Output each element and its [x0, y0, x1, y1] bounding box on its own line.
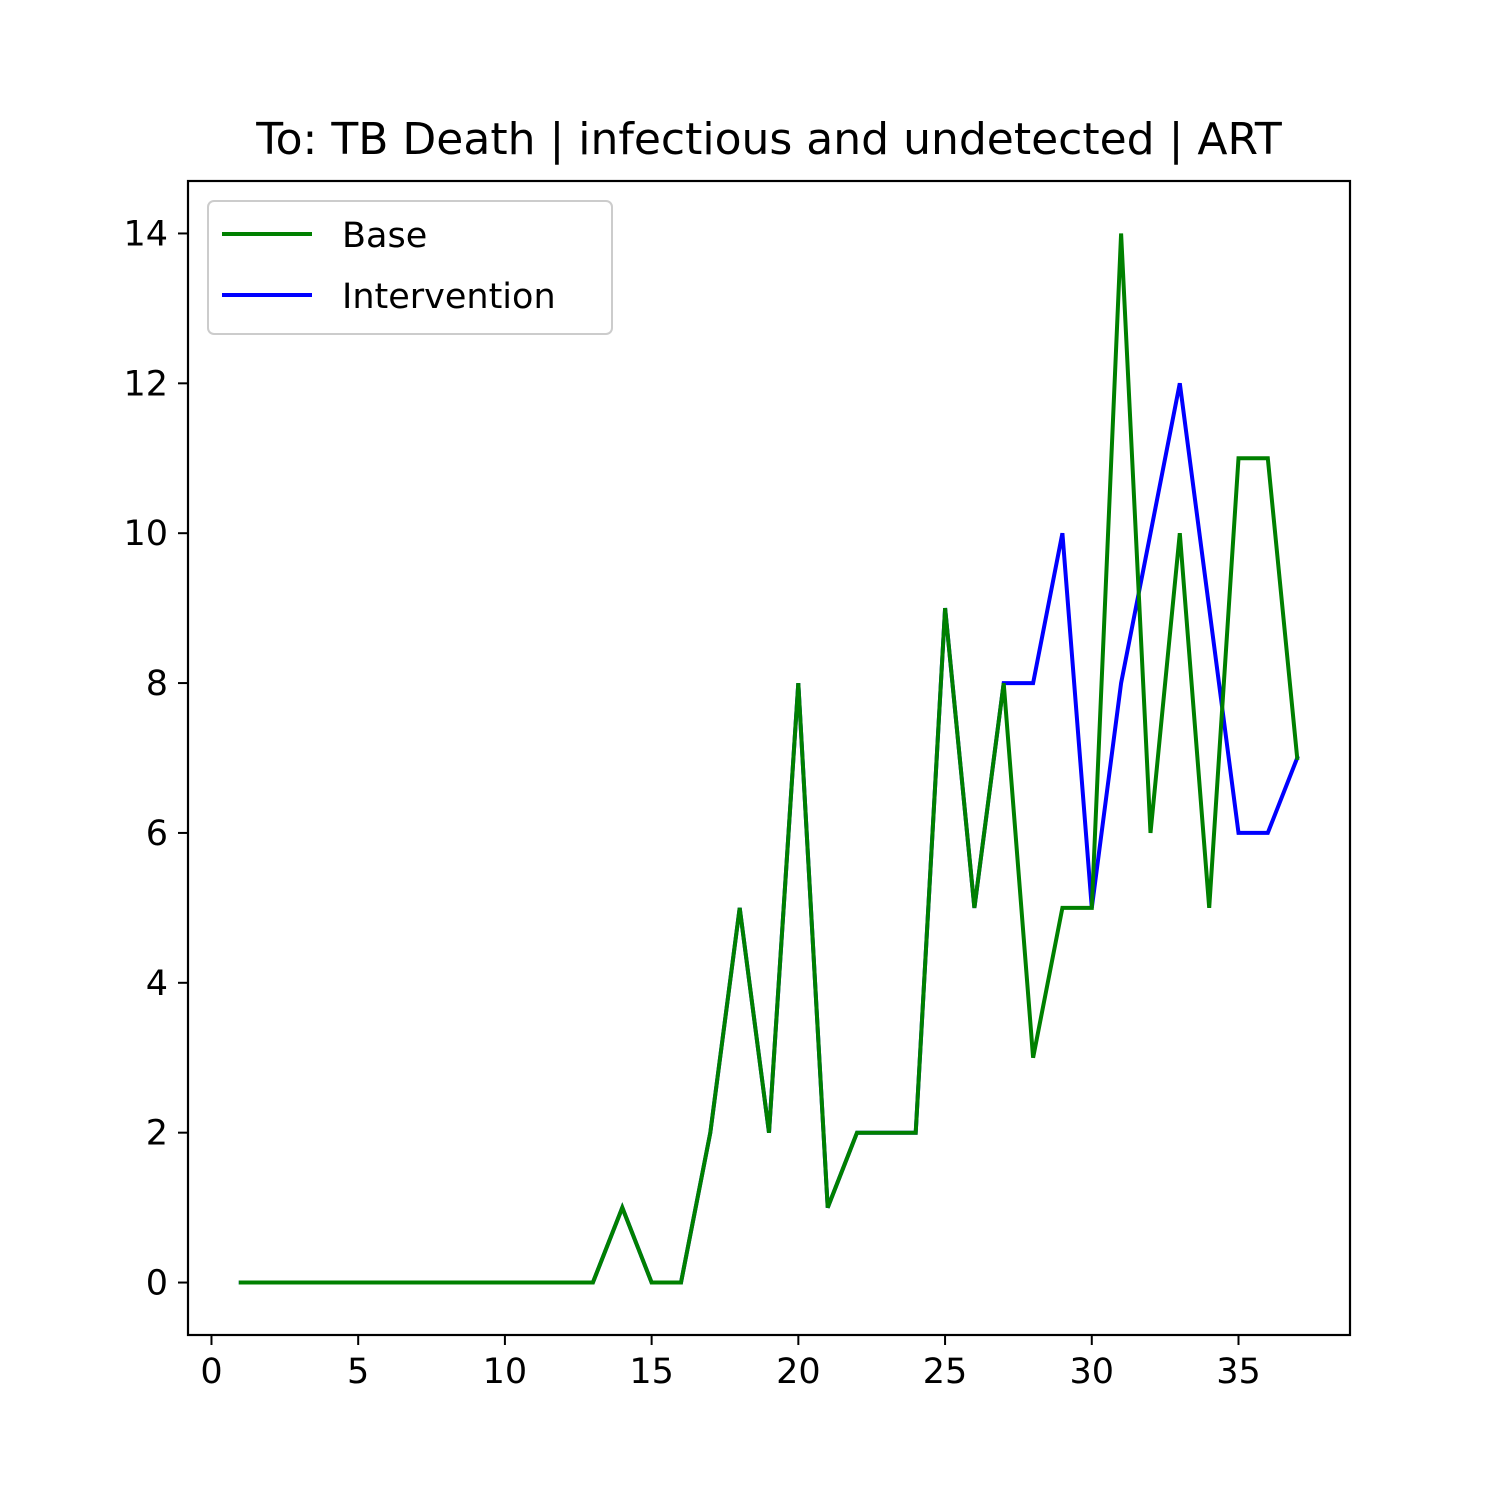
chart-title: To: TB Death | infectious and undetected…: [255, 114, 1282, 165]
y-tick-label: 4: [146, 964, 168, 1004]
y-tick-label: 6: [146, 814, 168, 854]
y-tick-label: 2: [146, 1114, 168, 1154]
legend: Base Intervention: [207, 200, 613, 335]
y-axis: 0 2 4 6 8 10 12 14: [123, 214, 188, 1304]
x-tick-label: 35: [1216, 1352, 1261, 1392]
x-tick-label: 20: [776, 1352, 821, 1392]
y-tick-label: 10: [123, 514, 168, 554]
plot-series: [238, 233, 1300, 1285]
y-tick-label: 8: [146, 664, 168, 704]
x-tick-label: 15: [629, 1352, 674, 1392]
x-tick-label: 30: [1070, 1352, 1115, 1392]
x-tick-label: 5: [347, 1352, 369, 1392]
x-tick-label: 0: [200, 1352, 222, 1392]
series-line-base: [238, 233, 1300, 1285]
legend-label-intervention: Intervention: [342, 277, 556, 317]
x-axis: 0 5 10 15 20 25 30 35: [200, 1335, 1261, 1392]
plot-frame: [186, 179, 1352, 1337]
legend-label-base: Base: [342, 216, 427, 256]
x-tick-label: 10: [483, 1352, 528, 1392]
y-tick-label: 14: [123, 214, 168, 254]
y-tick-label: 0: [146, 1264, 168, 1304]
x-tick-label: 25: [923, 1352, 968, 1392]
y-tick-label: 12: [123, 364, 168, 404]
